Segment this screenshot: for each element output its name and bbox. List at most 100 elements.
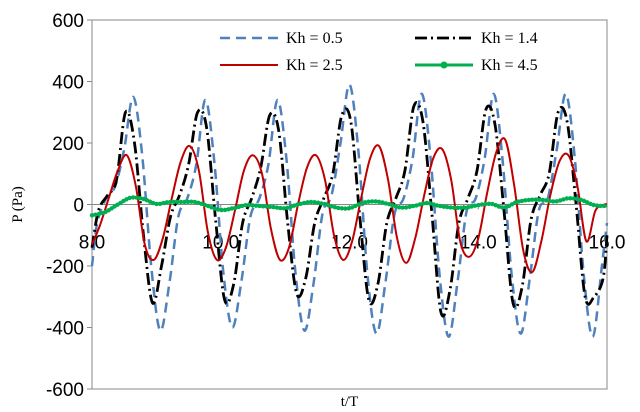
series-layer [89, 83, 609, 338]
series-marker [469, 204, 474, 209]
y-tick-labels: 600 400 200 0 -200 -400 -600 [46, 11, 92, 401]
series-marker [414, 203, 419, 208]
series-marker [339, 206, 344, 211]
series-marker [271, 204, 276, 210]
series-marker [424, 200, 429, 206]
series-marker [486, 201, 492, 206]
series-marker [288, 204, 293, 210]
series-marker [483, 201, 488, 207]
series-marker [295, 202, 300, 207]
series-marker [571, 196, 576, 201]
series-line [90, 101, 609, 318]
series-marker [322, 201, 327, 207]
series-marker [530, 197, 535, 202]
series-marker [376, 199, 382, 204]
series-line [91, 137, 608, 274]
series-marker [164, 200, 170, 205]
series-marker [434, 203, 440, 208]
series-marker [554, 199, 559, 204]
series-marker [533, 197, 538, 202]
series-marker [500, 205, 505, 210]
series-marker [127, 195, 132, 201]
series-marker [157, 201, 163, 206]
series-marker [373, 199, 378, 204]
y-axis-label: P (Pa) [10, 186, 26, 223]
series-marker [462, 205, 467, 210]
series-marker [137, 196, 143, 201]
series-marker [161, 200, 166, 206]
series-marker [239, 203, 245, 209]
series-marker [410, 203, 416, 209]
series-marker [431, 202, 436, 207]
series-marker [428, 201, 433, 206]
series-marker [466, 205, 471, 210]
series-marker [326, 203, 331, 208]
series-marker [329, 204, 334, 209]
x-tick-labels: 8.0 10.0 12.0 14.0 16.0 [79, 204, 625, 254]
legend-marker [440, 61, 448, 69]
series-marker [598, 203, 603, 209]
series-marker [383, 201, 389, 206]
x-tick-label: 12.0 [331, 233, 368, 254]
series-marker [544, 198, 549, 203]
series-marker [448, 205, 453, 210]
series-marker [222, 207, 228, 213]
series-marker [575, 196, 580, 202]
series-marker [594, 203, 600, 208]
series-marker [472, 203, 478, 208]
series-marker [96, 211, 102, 217]
y-tick-label: 200 [52, 134, 84, 155]
series-4 [89, 195, 608, 218]
series-marker [346, 206, 351, 211]
series-marker [291, 203, 297, 208]
series-marker [336, 205, 341, 211]
series-marker [154, 201, 159, 207]
series-marker [315, 200, 321, 205]
series-marker [404, 205, 409, 210]
series-marker [189, 199, 194, 204]
legend-item: Kh = 4.5 [415, 57, 538, 74]
series-marker [452, 205, 457, 210]
series-marker [601, 203, 607, 209]
series-marker [212, 206, 217, 211]
series-marker [496, 204, 502, 209]
series-marker [253, 203, 259, 208]
series-marker [250, 203, 255, 208]
series-marker [267, 204, 273, 209]
legend-item: Kh = 0.5 [220, 30, 343, 47]
series-marker [219, 207, 224, 213]
series-marker [557, 198, 563, 203]
series-marker [134, 195, 139, 200]
series-marker [343, 206, 348, 211]
series-marker [264, 204, 269, 209]
series-marker [246, 202, 252, 208]
series-marker [274, 205, 280, 210]
series-marker [209, 205, 214, 210]
series-marker [459, 205, 464, 210]
series-marker [591, 202, 596, 208]
series-marker [298, 201, 303, 206]
series-marker [578, 197, 583, 202]
series-marker [278, 205, 283, 211]
series-2 [90, 101, 609, 318]
series-marker [362, 200, 368, 205]
y-tick-label: -400 [46, 319, 84, 340]
series-marker [445, 204, 450, 210]
legend-label: Kh = 4.5 [481, 57, 538, 74]
y-tick-label: -200 [46, 257, 84, 278]
series-marker [151, 200, 156, 206]
y-tick-label: 600 [52, 11, 84, 32]
series-marker [196, 200, 201, 205]
series-marker [206, 203, 211, 209]
series-marker [369, 199, 375, 204]
series-marker [131, 195, 136, 200]
series-marker [512, 200, 518, 205]
series-marker [417, 202, 423, 207]
series-marker [561, 197, 566, 202]
series-marker [171, 199, 177, 205]
series-marker [93, 212, 98, 217]
series-marker [421, 201, 426, 206]
series-marker [168, 199, 173, 205]
x-axis-label: t/T [341, 394, 359, 410]
